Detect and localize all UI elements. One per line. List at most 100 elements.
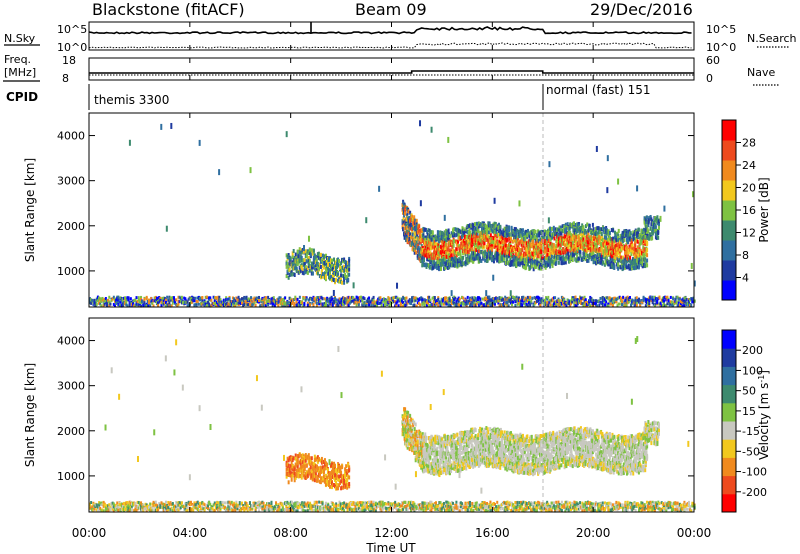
heatmap-cell — [155, 296, 158, 300]
heatmap-cell — [508, 225, 511, 230]
heatmap-cell — [492, 236, 495, 241]
heatmap-cell — [451, 245, 454, 250]
heatmap-cell — [112, 295, 115, 299]
heatmap-cell — [556, 300, 559, 304]
heatmap-cell — [554, 302, 557, 306]
heatmap-cell — [428, 299, 431, 303]
heatmap-cell — [117, 295, 120, 299]
heatmap-cell — [166, 295, 169, 299]
heatmap-cell — [415, 297, 418, 301]
heatmap-cell — [216, 300, 219, 304]
heatmap-cell — [231, 300, 234, 304]
heatmap-cell — [499, 296, 502, 300]
heatmap-cell — [555, 247, 558, 252]
heatmap-cell — [199, 298, 202, 302]
heatmap-cell — [167, 303, 170, 307]
heatmap-cell — [99, 299, 102, 303]
heatmap-cell — [347, 295, 350, 299]
heatmap-cell — [483, 235, 486, 240]
heatmap-cell — [335, 303, 338, 307]
heatmap-cell — [325, 256, 328, 261]
heatmap-cell — [176, 304, 179, 308]
heatmap-cell — [470, 258, 473, 263]
heatmap-cell — [290, 299, 293, 303]
heatmap-cell — [213, 302, 216, 306]
heatmap-cell — [416, 297, 419, 301]
heatmap-cell — [205, 295, 208, 299]
heatmap-cell — [261, 299, 264, 303]
heatmap-cell — [267, 299, 270, 303]
heatmap-cell — [665, 297, 668, 301]
heatmap-cell — [243, 302, 246, 306]
heatmap-cell — [343, 257, 346, 262]
heatmap-cell — [378, 296, 381, 300]
heatmap-cell — [504, 297, 507, 301]
heatmap-cell — [601, 298, 604, 302]
heatmap-cell — [339, 298, 342, 302]
heatmap-cell — [158, 296, 161, 300]
heatmap-cell — [561, 257, 564, 262]
heatmap-cell — [292, 272, 295, 277]
heatmap-cell — [612, 260, 615, 265]
heatmap-cell — [536, 260, 539, 265]
heatmap-cell — [332, 301, 335, 305]
heatmap-cell — [539, 303, 542, 307]
heatmap-cell — [474, 256, 477, 261]
heatmap-cell — [584, 229, 587, 234]
heatmap-cell — [650, 299, 653, 303]
heatmap-cell — [589, 304, 592, 308]
nsky-tick-lo: 10^0 — [57, 41, 87, 54]
heatmap-cell — [611, 302, 614, 306]
heatmap-cell — [544, 232, 547, 237]
heatmap-cell — [118, 300, 121, 304]
heatmap-cell — [235, 296, 238, 300]
heatmap-cell — [574, 295, 577, 299]
heatmap-cell — [340, 297, 343, 301]
heatmap-cell — [562, 301, 565, 305]
heatmap-cell — [559, 256, 562, 261]
heatmap-cell — [448, 303, 451, 307]
heatmap-cell — [418, 237, 421, 242]
heatmap-cell — [413, 223, 416, 228]
heatmap-cell — [489, 255, 492, 260]
heatmap-cell — [546, 297, 549, 301]
heatmap-cell — [287, 263, 290, 268]
heatmap-cell — [648, 296, 651, 300]
heatmap-cell — [557, 260, 560, 265]
heatmap-cell — [598, 230, 601, 235]
heatmap-cell — [93, 304, 96, 308]
heatmap-cell — [450, 299, 453, 303]
heatmap-cell — [177, 302, 180, 306]
heatmap-cell — [508, 251, 511, 256]
heatmap-cell — [402, 295, 405, 299]
heatmap-cell — [343, 268, 346, 273]
heatmap-cell — [633, 301, 636, 305]
heatmap-cell — [676, 295, 679, 299]
heatmap-cell — [431, 244, 434, 249]
heatmap-cell — [624, 304, 627, 308]
heatmap-cell — [581, 302, 584, 306]
heatmap-cell — [557, 237, 560, 242]
power-panel-bg — [89, 113, 694, 307]
heatmap-cell — [610, 228, 613, 233]
heatmap-cell — [425, 303, 428, 307]
heatmap-cell — [518, 298, 521, 302]
heatmap-cell — [469, 247, 472, 252]
heatmap-cell — [506, 237, 509, 242]
heatmap-cell — [212, 295, 215, 299]
heatmap-cell — [325, 269, 328, 274]
heatmap-cell — [547, 234, 550, 239]
heatmap-cell — [136, 303, 139, 307]
heatmap-cell — [193, 303, 196, 307]
heatmap-cell — [408, 237, 411, 242]
heatmap-cell — [461, 295, 464, 299]
heatmap-cell — [437, 243, 440, 248]
heatmap-cell — [549, 260, 552, 265]
heatmap-cell — [613, 259, 616, 264]
heatmap-cell — [126, 296, 129, 300]
heatmap-cell — [579, 299, 582, 303]
heatmap-cell — [466, 295, 469, 299]
heatmap-cell — [413, 299, 416, 303]
heatmap-cell — [132, 302, 135, 306]
heatmap-cell — [579, 296, 582, 300]
